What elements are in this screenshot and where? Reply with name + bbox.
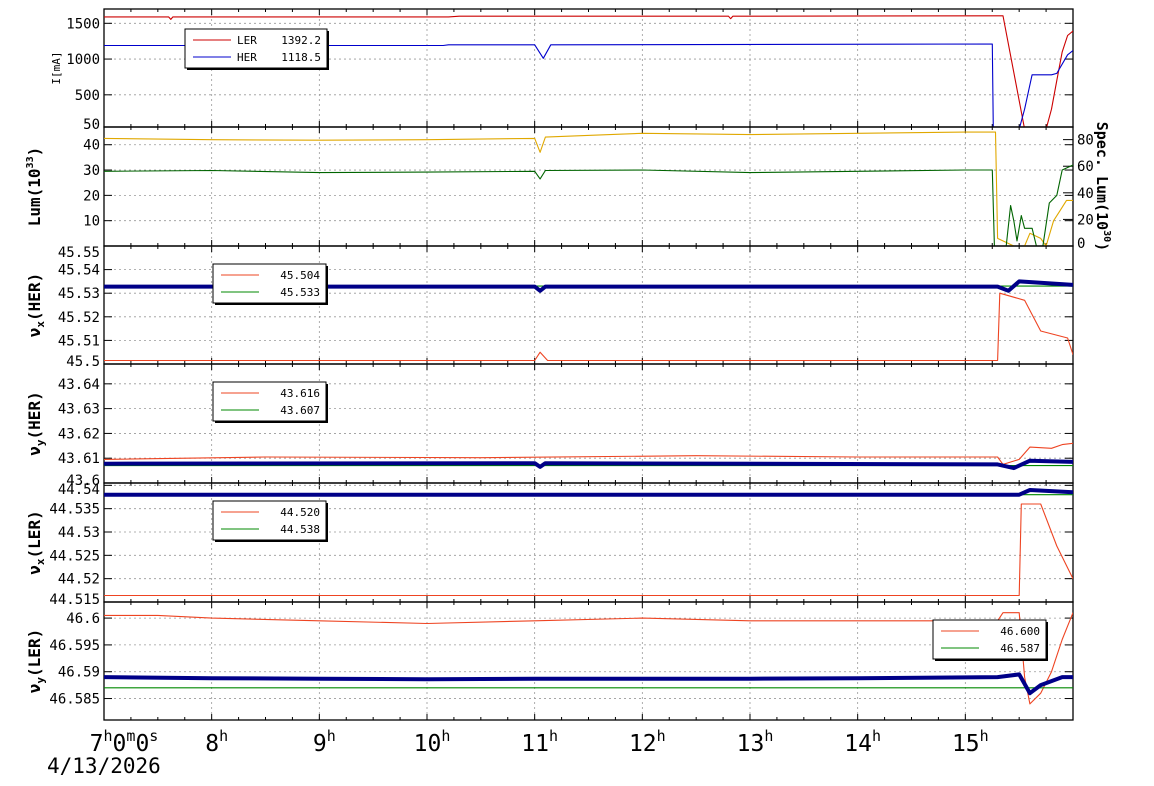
y-tick-label: 45.5 xyxy=(66,354,100,370)
y2-tick-label: 60 xyxy=(1077,159,1094,175)
y2-tick-label: 20 xyxy=(1077,212,1094,228)
y-tick-label: 45.52 xyxy=(58,310,100,326)
y-tick-label: 44.525 xyxy=(49,548,100,564)
y2-tick-label: 0 xyxy=(1077,236,1085,252)
y-tick-label: 10 xyxy=(83,214,100,230)
y-tick-label: 20 xyxy=(83,188,100,204)
y-axis-label-nuy-her: νy(HER) xyxy=(25,391,47,455)
series-line-nuy-ler-2 xyxy=(104,672,1073,696)
y-tick-label: 30 xyxy=(83,163,100,179)
legend-value: 43.607 xyxy=(280,404,320,417)
y-tick-label: 43.61 xyxy=(58,451,100,467)
y-tick-label: 46.595 xyxy=(49,638,100,654)
y-axis-label-nux-her: νx(HER) xyxy=(25,273,47,337)
legend-value: 44.538 xyxy=(280,523,320,536)
legend-value: 43.616 xyxy=(280,387,320,400)
time-tick-label: 10h xyxy=(414,727,451,757)
series-line-luminosity-0 xyxy=(104,131,1073,246)
series-line-nuy-ler-0 xyxy=(104,612,1073,705)
series-line-luminosity-1 xyxy=(104,164,1073,246)
y-tick-label: 45.53 xyxy=(58,286,100,302)
y-tick-label: 43.64 xyxy=(58,377,100,393)
series-line-nuy-her-0 xyxy=(104,442,1073,465)
y-tick-label: 44.535 xyxy=(49,502,100,518)
y-tick-label: 43.62 xyxy=(58,426,100,442)
y-tick-label: 1500 xyxy=(66,16,100,32)
y-tick-label: 44.54 xyxy=(58,482,100,498)
y-tick-label: 44.52 xyxy=(58,572,100,588)
legend-box-nux-her xyxy=(212,263,327,304)
legend-value: 44.520 xyxy=(280,506,320,519)
legend-box-nuy-ler xyxy=(932,619,1047,660)
time-tick-label: 15h xyxy=(952,727,989,757)
y-tick-label: 43.6 xyxy=(66,473,100,489)
time-tick-label: 8h xyxy=(205,727,228,757)
series-line-nux-ler-0 xyxy=(104,503,1073,597)
time-tick-label: 7h0m0s xyxy=(90,727,159,757)
y-axis-label-luminosity: Lum(1033) xyxy=(25,147,44,226)
y-axis-label-nux-ler: νx(LER) xyxy=(25,510,47,574)
y-axis-label-current: I[mA] xyxy=(50,51,63,84)
y-tick-label: 1000 xyxy=(66,52,100,68)
y-tick-label: 43.63 xyxy=(58,402,100,418)
legend-name: LER xyxy=(237,34,257,47)
y2-axis-label: Spec. Lum(1030) xyxy=(1093,122,1112,251)
legend-value: 1392.2 xyxy=(281,34,321,47)
series-line-nux-her-2 xyxy=(104,279,1073,293)
series-line-nux-ler-2 xyxy=(104,488,1073,497)
legend-value: 46.587 xyxy=(1000,642,1040,655)
legend-value: 46.600 xyxy=(1000,625,1040,638)
legend-box-current xyxy=(184,28,328,69)
y-tick-label: 50 xyxy=(83,117,100,133)
legend-value: 45.533 xyxy=(280,286,320,299)
time-tick-label: 11h xyxy=(521,727,558,757)
legend-value: 1118.5 xyxy=(281,51,321,64)
y-tick-label: 46.59 xyxy=(58,665,100,681)
y-tick-label: 500 xyxy=(75,88,100,104)
y-tick-label: 40 xyxy=(83,138,100,154)
time-tick-label: 14h xyxy=(844,727,881,757)
legend-box-nuy-her xyxy=(212,381,327,422)
time-tick-label: 13h xyxy=(737,727,774,757)
y-axis-label-nuy-ler: νy(LER) xyxy=(25,629,47,693)
series-line-current-1 xyxy=(104,43,1073,127)
legend-value: 45.504 xyxy=(280,269,320,282)
date-label: 4/13/2026 xyxy=(47,754,161,778)
series-line-current-0 xyxy=(104,15,1073,127)
y2-tick-label: 80 xyxy=(1077,133,1094,149)
y-tick-label: 45.55 xyxy=(58,245,100,261)
y-tick-label: 46.6 xyxy=(66,611,100,627)
y-tick-label: 46.585 xyxy=(49,692,100,708)
time-tick-label: 9h xyxy=(313,727,336,757)
y-tick-label: 45.51 xyxy=(58,333,100,349)
legend-name: HER xyxy=(237,51,257,64)
legend-box-nux-ler xyxy=(212,500,327,541)
series-line-nux-her-0 xyxy=(104,292,1073,362)
y-tick-label: 44.515 xyxy=(49,592,100,608)
y-tick-label: 45.54 xyxy=(58,263,100,279)
y-tick-label: 44.53 xyxy=(58,525,100,541)
time-tick-label: 12h xyxy=(629,727,666,757)
series-line-nuy-her-2 xyxy=(104,458,1073,471)
y2-tick-label: 40 xyxy=(1077,186,1094,202)
